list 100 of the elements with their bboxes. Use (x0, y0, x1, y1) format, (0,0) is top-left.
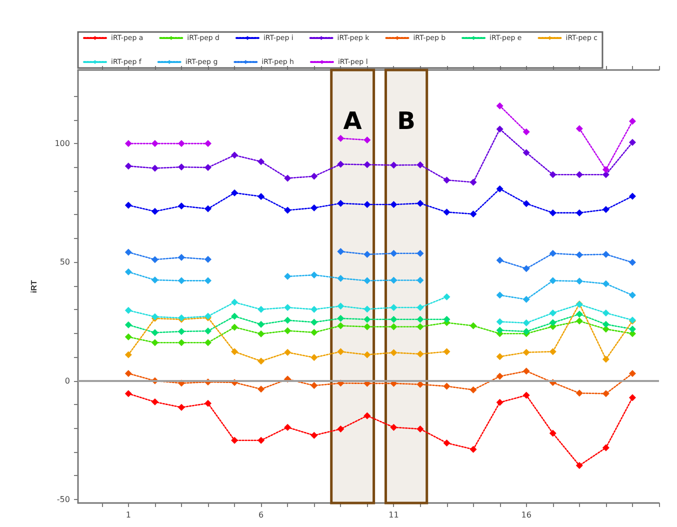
point (576, 278, 583, 285)
point (337, 200, 344, 207)
point (337, 314, 344, 322)
point (496, 318, 504, 326)
point (231, 324, 238, 331)
point (337, 348, 344, 356)
point (602, 320, 610, 328)
point (549, 348, 556, 356)
point (204, 277, 212, 284)
point (151, 329, 158, 336)
point (470, 386, 477, 394)
point (337, 425, 344, 432)
point (284, 348, 292, 356)
point (628, 292, 636, 299)
point (390, 323, 398, 330)
point (602, 309, 610, 316)
point (151, 256, 158, 264)
point (204, 164, 212, 172)
point (151, 398, 158, 406)
point (364, 250, 371, 258)
point (337, 302, 344, 310)
point (576, 310, 583, 318)
point (628, 138, 636, 146)
point (522, 368, 530, 375)
point (364, 323, 371, 330)
point (443, 208, 450, 216)
point (576, 462, 583, 470)
point (522, 200, 530, 208)
point (178, 339, 185, 346)
x-tick-label: 6 (258, 510, 264, 520)
point (549, 250, 556, 257)
point (284, 304, 292, 311)
point (178, 404, 185, 411)
point (310, 354, 318, 362)
point (284, 316, 292, 324)
point (522, 296, 530, 303)
point (258, 306, 265, 313)
point (496, 353, 504, 360)
point (258, 358, 265, 365)
point (231, 152, 238, 159)
y-tick-label: 50 (60, 258, 70, 267)
band-label: B (397, 106, 416, 135)
point (390, 250, 398, 257)
point (416, 350, 424, 358)
point (151, 140, 158, 148)
point (416, 250, 424, 257)
point (151, 208, 158, 215)
point (416, 323, 424, 330)
point (416, 276, 424, 284)
point (416, 200, 424, 207)
point (496, 398, 504, 406)
point (310, 204, 318, 212)
point (151, 339, 158, 346)
point (337, 274, 344, 282)
point (258, 386, 265, 393)
point (522, 348, 530, 356)
point (258, 436, 265, 444)
point (364, 201, 371, 208)
point (284, 424, 292, 431)
point (549, 171, 556, 178)
point (628, 370, 636, 377)
point (178, 277, 185, 284)
y-axis-title: iRT (30, 280, 38, 293)
point (416, 425, 424, 432)
point (364, 412, 371, 420)
y-tick-label: -50 (56, 494, 70, 504)
point (310, 306, 318, 313)
x-tick-label: 11 (388, 510, 399, 520)
point (576, 251, 583, 258)
band-label: A (343, 106, 362, 135)
point (364, 277, 371, 284)
point (284, 174, 292, 182)
point (390, 201, 398, 208)
point (496, 292, 504, 299)
point (522, 128, 530, 136)
point (151, 276, 158, 284)
point (204, 256, 212, 263)
point (151, 164, 158, 172)
point (416, 161, 424, 168)
point (204, 327, 212, 334)
point (258, 320, 265, 328)
point (284, 206, 292, 214)
point (231, 348, 238, 356)
point (522, 392, 530, 399)
x-tick-label: 16 (521, 510, 532, 520)
point (124, 321, 132, 328)
point (576, 171, 583, 178)
point (496, 326, 504, 334)
point (602, 390, 610, 398)
point (178, 164, 185, 171)
point (178, 254, 185, 261)
point (231, 436, 238, 444)
point (416, 316, 424, 323)
point (496, 256, 504, 264)
point (124, 333, 132, 340)
point (576, 209, 583, 216)
point (258, 330, 265, 338)
point (602, 166, 610, 174)
point (628, 326, 636, 333)
point (310, 271, 318, 278)
